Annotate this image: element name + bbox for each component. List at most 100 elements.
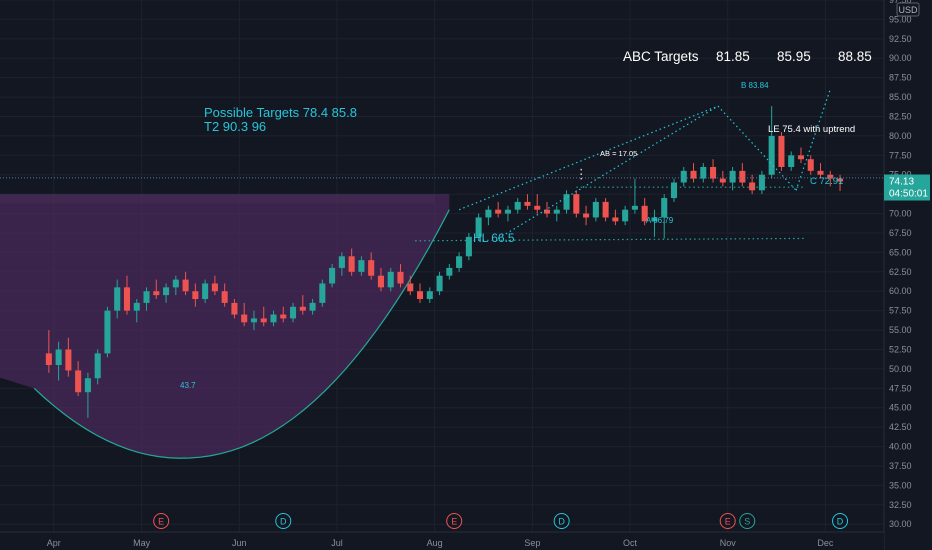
- point-c-label[interactable]: C 72.91: [810, 176, 843, 187]
- cup-fill: [0, 194, 450, 459]
- abc-target-value-3[interactable]: 88.85: [838, 49, 872, 64]
- candle-body: [143, 291, 150, 303]
- candle-body: [348, 256, 355, 272]
- event-circle: [739, 513, 756, 529]
- event-marker-s[interactable]: S: [739, 513, 756, 529]
- candle-body: [680, 170, 687, 183]
- event-marker-e[interactable]: E: [153, 513, 170, 529]
- candle-body: [602, 201, 609, 218]
- price-tick-label: 77.50: [889, 150, 912, 160]
- event-circle: [832, 513, 849, 529]
- candle-body: [485, 209, 492, 218]
- event-letter: E: [725, 517, 731, 527]
- candle-body: [94, 353, 101, 379]
- candle-body: [387, 271, 394, 288]
- time-axis[interactable]: Apr May Jun Jul Aug Sep Oct Nov Dec: [0, 531, 884, 550]
- candle-body: [563, 194, 570, 210]
- candle-body: [553, 209, 560, 214]
- candle-body: [622, 209, 629, 222]
- candle-body: [338, 256, 345, 268]
- candle-body: [710, 166, 717, 179]
- currency-badge[interactable]: USD: [896, 2, 920, 17]
- candle-body: [192, 291, 199, 300]
- price-tick-label: 90.00: [889, 53, 912, 63]
- event-circle: [153, 513, 170, 529]
- event-circle: [275, 513, 292, 529]
- point-b-label[interactable]: B 83.84: [741, 81, 769, 90]
- candle-body: [768, 135, 775, 175]
- price-axis[interactable]: 97.5095.0092.5090.0087.5085.0082.5080.00…: [883, 0, 932, 550]
- event-letter: D: [558, 517, 565, 527]
- candle-body: [446, 267, 453, 276]
- candle-body: [329, 267, 336, 284]
- candle-body: [543, 209, 551, 214]
- hl-label[interactable]: HL 66.5: [473, 231, 515, 245]
- candle-body: [202, 283, 209, 300]
- candle-body: [55, 349, 62, 366]
- time-tick-label: Oct: [623, 538, 638, 548]
- candle-body: [270, 314, 277, 323]
- event-letter: D: [280, 517, 287, 527]
- candle-body: [514, 201, 521, 210]
- price-tick-label: 52.50: [889, 344, 912, 354]
- price-tick-label: 82.50: [889, 111, 912, 121]
- candle-body: [817, 170, 824, 175]
- candle-body: [778, 135, 785, 167]
- candle-body: [612, 217, 619, 222]
- candle-body: [758, 174, 765, 191]
- price-tick-label: 35.00: [889, 480, 912, 490]
- price-tick-label: 47.50: [889, 383, 912, 393]
- price-tick-label: 85.00: [889, 92, 912, 102]
- candle-body: [104, 310, 111, 354]
- possible-targets-line-2[interactable]: T2 90.3 96: [204, 119, 266, 134]
- price-tick-label: 67.50: [889, 228, 912, 238]
- candle-body: [75, 370, 82, 393]
- candle-body: [504, 209, 511, 214]
- candle-body: [250, 318, 257, 323]
- event-marker-d[interactable]: D: [553, 513, 570, 529]
- ab-label[interactable]: AB = 17.05: [600, 149, 637, 158]
- candle-body: [397, 271, 404, 284]
- time-tick-label: Apr: [47, 538, 61, 548]
- last-price-value: 74.13: [889, 177, 914, 188]
- ab-leg-line: [458, 105, 719, 211]
- event-marker-e[interactable]: E: [719, 513, 736, 529]
- candle-body: [534, 205, 541, 210]
- event-marker-e[interactable]: E: [446, 513, 463, 529]
- event-marker-d[interactable]: D: [832, 513, 849, 529]
- possible-targets-line-1[interactable]: Possible Targets 78.4 85.8: [204, 105, 357, 120]
- price-tick-label: 30.00: [889, 519, 912, 529]
- candle-body: [495, 209, 502, 214]
- candle-body: [670, 182, 678, 199]
- candle-body: [319, 283, 326, 303]
- price-tick-label: 32.50: [889, 500, 912, 510]
- abc-target-value-1[interactable]: 81.85: [716, 49, 750, 64]
- candle-body: [661, 198, 668, 218]
- cup-low-label[interactable]: 43.7: [180, 381, 196, 390]
- candle-body: [133, 302, 140, 311]
- event-letter: E: [451, 517, 457, 527]
- event-letter: S: [744, 517, 750, 527]
- candle-body: [827, 174, 834, 179]
- candle-body: [690, 170, 697, 179]
- le-label[interactable]: LE 75.4 with uptrend: [768, 124, 855, 135]
- time-tick-label: Jun: [232, 538, 247, 548]
- candle-body: [465, 236, 472, 257]
- price-tick-label: 40.00: [889, 442, 912, 452]
- currency-label: USD: [898, 5, 918, 15]
- candle-body: [123, 287, 131, 311]
- abc-target-value-2[interactable]: 85.95: [777, 49, 811, 64]
- event-marker-d[interactable]: D: [275, 513, 292, 529]
- price-tick-label: 37.50: [889, 461, 912, 471]
- point-a-label[interactable]: A 66.79: [646, 216, 674, 225]
- candle-body: [407, 283, 414, 292]
- candle-body: [719, 178, 726, 183]
- candle-body: [172, 279, 179, 288]
- candle-body: [631, 205, 638, 210]
- abc-targets-label[interactable]: ABC Targets: [623, 49, 699, 64]
- candle-body: [368, 260, 375, 276]
- candle-body: [114, 287, 121, 311]
- price-tick-label: 80.00: [889, 131, 912, 141]
